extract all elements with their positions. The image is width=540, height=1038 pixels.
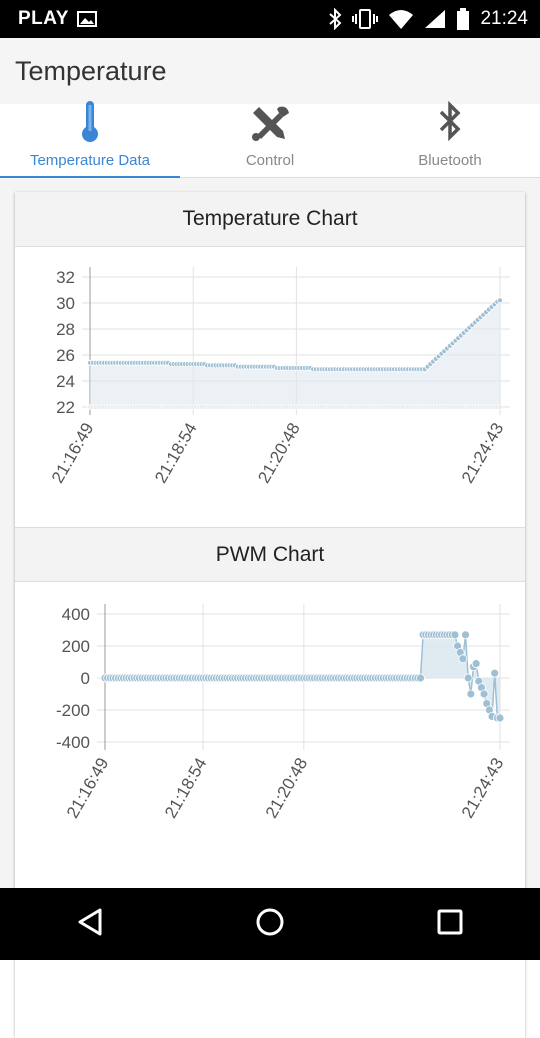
x-tick-label: 21:20:48 [262,755,312,822]
pwm-chart-header: PWM Chart [15,527,525,582]
tab-bluetooth-label: Bluetooth [418,152,482,169]
bluetooth-status-icon [328,8,342,30]
tab-bluetooth[interactable]: Bluetooth [360,100,540,178]
x-tick-label: 21:18:54 [161,755,211,822]
home-button[interactable] [240,894,300,954]
carrier-label: PLAY [18,8,69,29]
pwm-chart: -400 -200 0 200 400 21:16:49 21:18:54 21:20:48 2… [56,604,510,822]
wifi-icon [388,9,414,29]
y-tick-label: 30 [56,294,75,313]
data-point [450,630,460,640]
y-tick-label: 0 [81,669,90,688]
y-tick-label: 28 [56,320,75,339]
y-tick-label: -200 [56,701,90,720]
y-tick-label: 22 [56,398,75,417]
series-area [90,300,500,407]
y-tick-label: -400 [56,733,90,752]
data-point [495,713,505,723]
gallery-icon [76,11,97,27]
temperature-chart-header: Temperature Chart [15,192,525,247]
temperature-chart-area: 22 24 26 28 30 32 21:16:49 21:18:54 21:20:48 21:2… [15,247,525,527]
content-area: Temperature Chart 22 24 26 28 30 32 21:16:49 21… [0,178,540,1038]
bluetooth-icon [438,100,462,148]
x-tick-label: 21:16:49 [63,755,113,822]
data-point [463,673,473,683]
x-tick-label: 21:24:43 [458,755,508,822]
back-icon [76,907,104,942]
data-point [416,673,425,683]
pwm-chart-area: -400 -200 0 200 400 21:16:49 21:18:54 21:20:48 2… [15,582,525,862]
y-tick-label: 32 [56,268,75,287]
baseline-point [497,404,503,410]
y-tick-label: 26 [56,346,75,365]
data-point [490,668,500,678]
app-bar: Temperature [0,38,540,104]
page-title: Temperature [15,55,167,86]
x-tick-label: 21:18:54 [151,420,201,487]
clock: 21:24 [480,8,528,29]
home-icon [255,907,285,942]
system-nav-bar [0,888,540,960]
back-button[interactable] [60,894,120,954]
data-point [466,689,476,699]
x-tick-label: 21:20:48 [254,420,304,487]
battery-icon [456,8,470,30]
data-point [458,654,468,664]
x-tick-label: 21:24:43 [458,420,508,487]
data-point [497,297,503,304]
tools-icon [249,103,291,148]
thermometer-icon [80,99,100,148]
tab-temperature-data-label: Temperature Data [29,152,151,169]
tab-control-label: Control [245,152,295,169]
temperature-chart: 22 24 26 28 30 32 21:16:49 21:18:54 21:20:48 21:2… [48,267,510,487]
vibrate-icon [352,9,379,29]
y-tick-label: 200 [62,637,90,656]
tab-bar: Temperature Data Control Bluetooth [0,100,540,179]
recents-icon [436,908,464,941]
status-bar: PLAY 21:24 [0,0,540,38]
data-point [471,659,481,668]
y-tick-label: 400 [62,605,90,624]
signal-icon [424,9,446,29]
tab-temperature-data[interactable]: Temperature Data [0,101,180,179]
tab-control[interactable]: Control [180,104,360,178]
recents-button[interactable] [420,894,480,954]
data-point [479,689,489,699]
y-tick-label: 24 [56,372,75,391]
data-point [461,630,470,640]
x-tick-label: 21:16:49 [48,420,98,487]
